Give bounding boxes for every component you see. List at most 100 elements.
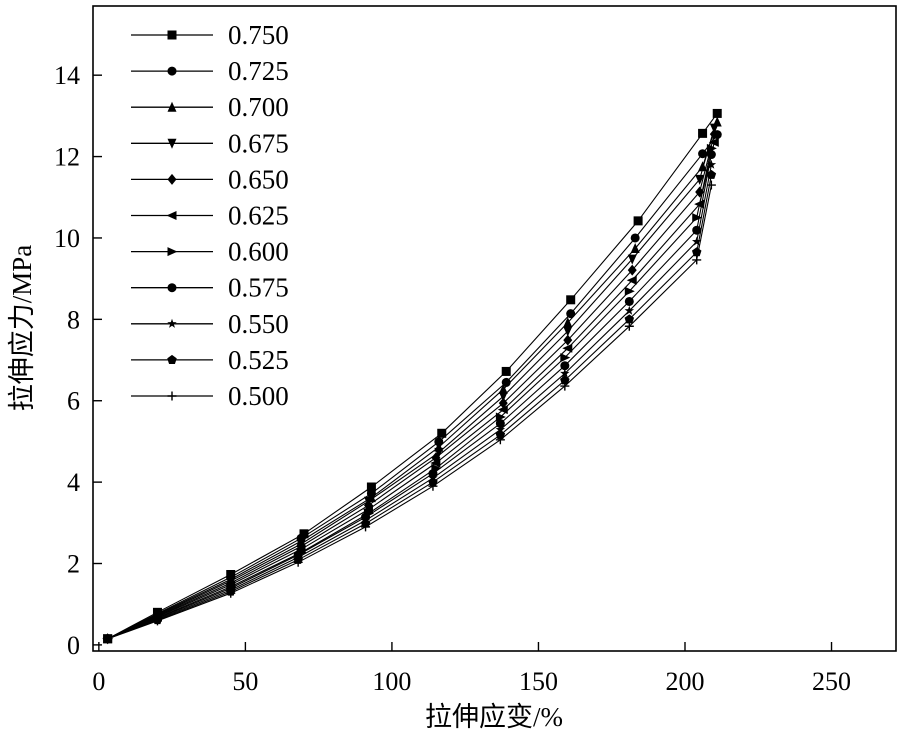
data-point-marker [437,428,447,438]
data-point-marker [430,458,441,468]
legend-item: 0.625 [131,201,289,231]
x-tick-label: 150 [519,667,558,696]
legend-label: 0.675 [228,128,289,158]
legend-item: 0.550 [131,309,289,339]
data-point-marker [167,318,177,328]
data-point-marker [706,159,717,169]
data-point-marker [495,429,506,439]
series-0.700 [103,116,722,644]
y-tick-label: 0 [67,631,80,660]
data-point-marker [103,634,113,644]
series-line [107,164,712,640]
data-point-marker [712,108,722,118]
data-point-marker [167,66,177,76]
data-point-marker [428,481,438,491]
data-point-marker [366,482,376,492]
y-tick-label: 6 [67,387,80,416]
data-point-marker [706,169,717,179]
data-point-marker [692,255,702,265]
legend-item: 0.500 [131,381,289,411]
legend-label: 0.625 [228,201,289,231]
legend-label: 0.700 [228,92,289,122]
data-point-marker [695,174,705,185]
legend-item: 0.600 [131,237,289,267]
series-line [107,121,718,640]
legend-item: 0.750 [131,20,289,50]
y-tick-label: 12 [54,143,80,172]
legend-label: 0.725 [228,56,289,86]
x-axis-ticks: 0 50 100 150 200 250 [92,642,851,696]
data-point-marker [708,137,719,147]
data-point-marker [495,424,506,434]
y-axis-ticks: 0 2 4 6 8 10 12 14 [54,61,102,660]
data-point-marker [630,243,640,254]
data-point-marker [428,477,438,487]
series-0.500 [103,180,716,644]
x-tick-label: 0 [92,667,105,696]
legend-label: 0.550 [228,309,289,339]
series-0.600 [103,143,717,644]
data-point-marker [361,522,371,532]
data-point-marker [627,254,637,265]
legend-label: 0.600 [228,237,289,267]
data-point-marker [630,233,640,243]
data-point-marker [293,557,303,567]
series-line [107,134,715,640]
y-axis-title: 拉伸应力/MPa [7,245,37,412]
legend-item: 0.700 [131,92,289,122]
data-point-marker [709,123,719,134]
x-tick-label: 50 [232,667,258,696]
series-0.575 [103,150,716,644]
data-point-marker [167,101,177,112]
data-point-marker [434,447,444,458]
series-line [107,174,712,640]
data-point-marker [624,296,634,306]
series-line [107,113,718,640]
data-point-marker [495,435,505,445]
data-point-marker [167,173,177,185]
data-point-marker [563,317,573,328]
data-point-marker [624,305,635,315]
data-point-marker [698,128,708,138]
legend-label: 0.650 [228,164,289,194]
series-line [107,134,718,640]
data-point-marker [226,588,236,598]
data-point-marker [698,149,708,159]
data-point-marker [692,213,703,223]
data-point-marker [709,128,719,140]
y-tick-label: 4 [67,468,80,497]
data-point-marker [566,309,576,319]
data-point-marker [495,412,506,422]
y-tick-label: 14 [54,61,80,90]
data-point-marker [167,138,177,149]
series-0.650 [103,128,719,645]
data-point-marker [495,419,505,429]
data-point-marker [624,321,634,331]
series-0.625 [102,137,719,644]
legend-label: 0.525 [228,345,289,375]
series-0.525 [102,169,717,643]
series-layer [102,108,722,645]
data-point-marker [167,391,177,401]
data-point-marker [560,381,570,391]
data-point-marker [498,383,508,394]
data-point-marker [626,275,637,285]
legend-item: 0.575 [131,273,289,303]
data-point-marker [563,326,573,337]
series-0.675 [103,123,719,645]
legend-item: 0.650 [131,164,289,194]
data-point-marker [299,529,309,539]
x-tick-label: 200 [665,667,704,696]
data-point-marker [560,361,570,371]
series-line [107,148,712,640]
legend-item: 0.675 [131,128,289,158]
data-point-marker [633,216,643,226]
data-point-marker [562,343,573,353]
y-tick-label: 10 [54,224,80,253]
data-point-marker [167,247,178,257]
data-point-marker [498,397,508,409]
series-0.750 [103,108,722,644]
x-axis-title: 拉伸应变/% [425,702,563,732]
x-tick-label: 100 [372,667,411,696]
